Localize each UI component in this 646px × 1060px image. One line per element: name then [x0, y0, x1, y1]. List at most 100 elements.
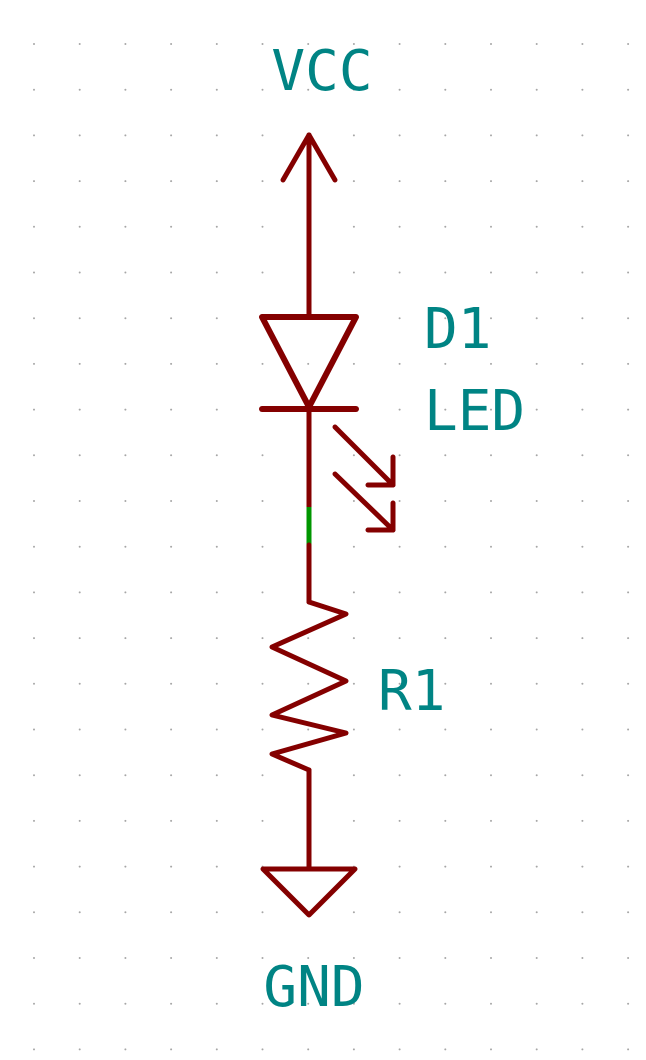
vcc-power-symbol[interactable]	[280, 132, 338, 320]
grid-dot	[627, 1048, 630, 1051]
grid-dot	[444, 911, 447, 914]
grid-dot	[261, 682, 264, 685]
grid-dot	[307, 88, 310, 91]
grid-dot	[535, 819, 538, 822]
grid-dot	[261, 88, 264, 91]
grid-dot	[352, 911, 355, 914]
led-emission-arrowhead-2	[365, 500, 396, 533]
grid-dot	[535, 865, 538, 868]
grid-dot	[581, 911, 584, 914]
grid-dot	[627, 591, 630, 594]
grid-dot	[33, 819, 35, 822]
grid-dot	[444, 1048, 447, 1051]
grid-dot	[490, 362, 492, 365]
resistor-r1-symbol[interactable]	[269, 599, 349, 773]
grid-dot	[627, 819, 630, 822]
grid-dot	[352, 271, 355, 274]
grid-dot	[33, 865, 35, 868]
grid-dot	[581, 545, 584, 548]
grid-dot	[261, 728, 264, 731]
gnd-label: GND	[263, 955, 364, 1020]
grid-dot	[261, 1048, 264, 1051]
grid-dot	[33, 454, 35, 457]
grid-dot	[398, 774, 401, 777]
grid-dot	[444, 957, 447, 959]
grid-dot	[535, 591, 538, 594]
grid-dot	[352, 225, 355, 228]
grid-dot	[307, 1048, 310, 1051]
grid-dot	[627, 637, 630, 640]
grid-dot	[490, 134, 492, 137]
grid-dot	[490, 957, 492, 959]
grid-dot	[78, 408, 81, 411]
grid-dot	[352, 728, 355, 731]
gnd-power-symbol[interactable]	[260, 767, 358, 918]
grid-dot	[33, 43, 35, 45]
grid-dot	[261, 637, 264, 640]
grid-dot	[535, 774, 538, 777]
grid-dot	[398, 408, 401, 411]
grid-dot	[124, 180, 127, 183]
grid-dot	[215, 500, 218, 502]
grid-dot	[352, 545, 355, 548]
grid-dot	[33, 180, 35, 183]
grid-dot	[261, 591, 264, 594]
grid-dot	[307, 957, 310, 959]
grid-dot	[398, 1002, 401, 1005]
grid-dot	[170, 1002, 173, 1005]
grid-dot	[444, 88, 447, 91]
grid-dot	[444, 408, 447, 411]
grid-dot	[170, 317, 173, 320]
grid-dot	[78, 865, 81, 868]
grid-dot	[307, 1002, 310, 1005]
grid-dot	[78, 591, 81, 594]
grid-dot	[170, 819, 173, 822]
grid-dot	[352, 454, 355, 457]
grid-dot	[124, 682, 127, 685]
grid-dot	[627, 317, 630, 320]
grid-dot	[490, 911, 492, 914]
grid-dot	[535, 454, 538, 457]
grid-dot	[352, 180, 355, 183]
grid-dot	[398, 957, 401, 959]
grid-dot	[78, 88, 81, 91]
grid-dot	[627, 43, 630, 45]
grid-dot	[215, 637, 218, 640]
grid-dot	[627, 865, 630, 868]
grid-dot	[581, 88, 584, 91]
grid-dot	[352, 682, 355, 685]
grid-dot	[307, 362, 310, 365]
grid-dot	[581, 1048, 584, 1051]
grid-dot	[490, 317, 492, 320]
grid-dot	[78, 911, 81, 914]
grid-dot	[535, 1048, 538, 1051]
grid-dot	[444, 225, 447, 228]
grid-dot	[444, 682, 447, 685]
grid-dot	[124, 545, 127, 548]
grid-dot	[398, 728, 401, 731]
grid-dot	[581, 728, 584, 731]
grid-dot	[78, 545, 81, 548]
grid-dot	[261, 819, 264, 822]
grid-dot	[490, 819, 492, 822]
grid-dot	[78, 225, 81, 228]
grid-dot	[33, 591, 35, 594]
grid-dot	[124, 774, 127, 777]
grid-dot	[124, 454, 127, 457]
grid-dot	[33, 362, 35, 365]
grid-dot	[215, 774, 218, 777]
grid-dot	[444, 271, 447, 274]
grid-dot	[490, 1048, 492, 1051]
led-value-label: LED	[424, 379, 525, 444]
grid-dot	[535, 362, 538, 365]
grid-dot	[490, 271, 492, 274]
grid-dot	[535, 134, 538, 137]
grid-dot	[627, 911, 630, 914]
grid-dot	[307, 43, 310, 45]
grid-dot	[535, 88, 538, 91]
grid-dot	[78, 43, 81, 45]
grid-dot	[535, 317, 538, 320]
grid-dot	[261, 454, 264, 457]
